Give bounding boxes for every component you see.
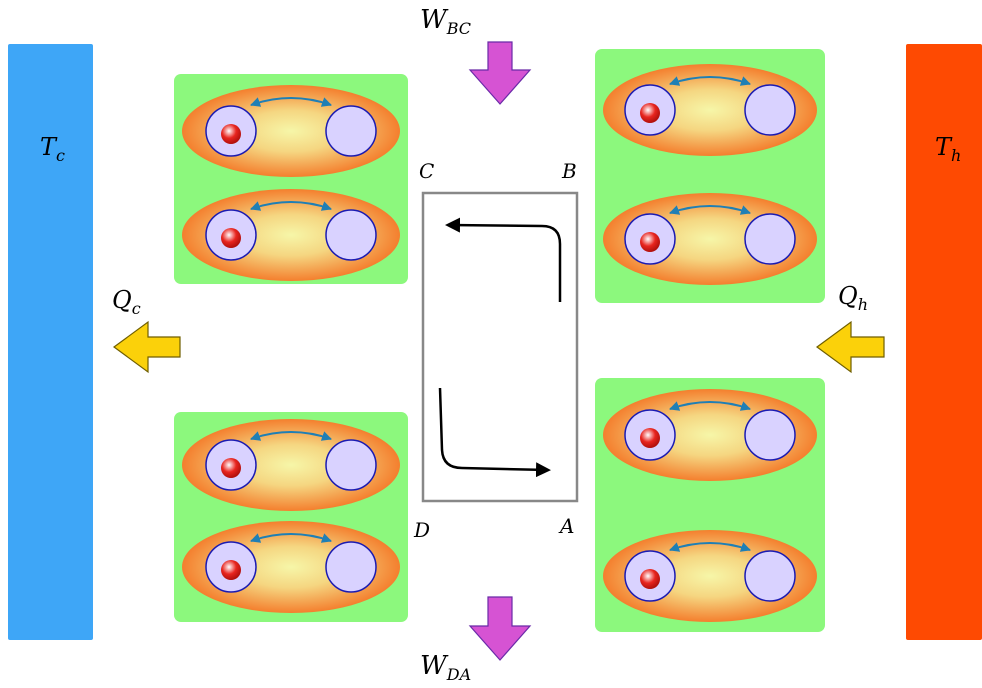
particle <box>221 458 241 478</box>
hot-reservoir-bar <box>906 44 982 640</box>
heat-hot-label: Qh <box>838 282 868 314</box>
cycle-arrow-bottom <box>438 387 551 478</box>
work-in-arrow <box>468 41 532 105</box>
work-da-label: WDA <box>420 651 471 684</box>
panel-2 <box>595 49 825 303</box>
work-out-arrow <box>468 596 532 661</box>
tunneling-arrow <box>250 533 332 543</box>
double-well <box>603 389 817 481</box>
right-site <box>325 541 377 593</box>
panel-4 <box>595 378 825 632</box>
particle <box>221 228 241 248</box>
right-site <box>744 550 796 602</box>
corner-c-label: C <box>419 159 434 183</box>
particle <box>640 428 660 448</box>
right-site <box>325 105 377 157</box>
right-site <box>325 439 377 491</box>
tunneling-arrow <box>250 431 332 441</box>
tunneling-arrow <box>250 201 332 211</box>
double-well <box>182 521 400 613</box>
right-site <box>744 409 796 461</box>
cold-reservoir-bar <box>8 44 93 640</box>
particle <box>221 124 241 144</box>
panel-1 <box>174 74 408 284</box>
tunneling-arrow <box>250 97 332 107</box>
corner-b-label: B <box>561 159 577 183</box>
cycle-box <box>421 191 579 503</box>
right-site <box>325 209 377 261</box>
corner-a-label: A <box>558 514 574 538</box>
double-well <box>182 419 400 511</box>
double-well <box>603 64 817 156</box>
corner-d-label: D <box>413 518 430 542</box>
heat-in-arrow <box>815 320 885 374</box>
work-bc-label: WBC <box>420 5 471 38</box>
heat-out-arrow <box>112 320 181 374</box>
particle <box>221 560 241 580</box>
double-well <box>182 189 400 281</box>
particle <box>640 103 660 123</box>
tunneling-arrow <box>669 205 751 215</box>
right-site <box>744 84 796 136</box>
cold-reservoir-label: Tc <box>40 133 65 165</box>
tunneling-arrow <box>669 76 751 86</box>
system-panels <box>174 49 825 632</box>
tunneling-arrow <box>669 401 751 411</box>
hot-reservoir-label: Th <box>935 133 961 165</box>
double-well <box>603 530 817 622</box>
double-well <box>182 85 400 177</box>
panel-3 <box>174 412 408 622</box>
cycle-arrow-top <box>445 217 562 302</box>
tunneling-arrow <box>669 542 751 552</box>
right-site <box>744 213 796 265</box>
particle <box>640 569 660 589</box>
double-well <box>603 193 817 285</box>
heat-cold-label: Qc <box>112 286 141 318</box>
particle <box>640 232 660 252</box>
